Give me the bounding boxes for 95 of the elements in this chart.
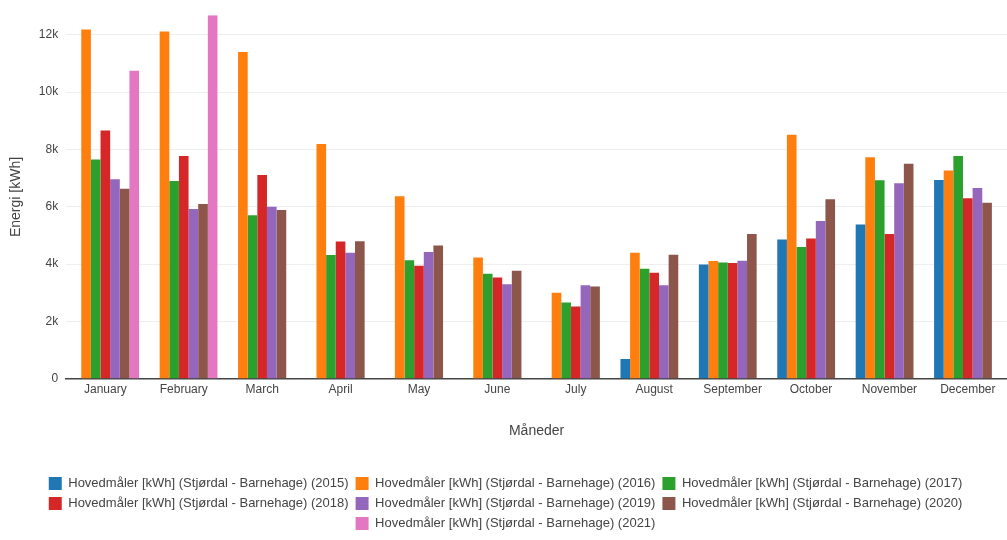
bar [551, 292, 562, 379]
bar [580, 285, 591, 379]
y-tick-label: 4k [45, 256, 60, 271]
bar [394, 196, 405, 379]
x-tick-label: January [84, 382, 127, 397]
bar [865, 157, 875, 379]
bar [903, 163, 914, 379]
bar [335, 241, 346, 379]
bar [345, 252, 356, 379]
x-tick-label: August [635, 382, 674, 397]
bar [874, 180, 885, 379]
bar [747, 233, 757, 379]
bar [247, 215, 258, 379]
bar [502, 284, 512, 379]
x-tick-label: November [861, 382, 918, 397]
bar [423, 252, 434, 379]
bar [414, 265, 424, 379]
bar [943, 170, 954, 379]
y-axis-title: Energi [kWh] [7, 156, 24, 238]
bar [355, 241, 365, 379]
bar [511, 270, 522, 379]
y-tick-label: 6k [45, 199, 60, 214]
bar [737, 260, 748, 379]
bar [630, 252, 640, 379]
bar [257, 174, 267, 379]
x-tick-label: September [703, 382, 762, 397]
bar [110, 179, 120, 379]
x-tick-label: March [245, 382, 279, 397]
bar [159, 31, 170, 379]
bar [825, 199, 836, 379]
bar [934, 180, 944, 379]
legend-label: Hovedmåler [kWh] (Stjørdal - Barnehage) (2018) [68, 495, 349, 511]
bar [433, 245, 444, 379]
legend-label: Hovedmåler [kWh] (Stjørdal - Barnehage) (2019) [375, 495, 656, 511]
bar [570, 306, 581, 379]
legend-label: Hovedmåler [kWh] (Stjørdal - Barnehage) (2021) [375, 515, 656, 531]
bar [207, 15, 218, 379]
y-tick-label: 0 [51, 371, 59, 386]
bar [473, 257, 483, 379]
bar [777, 239, 787, 379]
bar [178, 156, 189, 379]
x-tick-label: April [328, 382, 353, 397]
bar [649, 272, 659, 379]
bar [590, 286, 600, 379]
y-tick-label: 8k [45, 141, 60, 156]
bar [404, 260, 415, 379]
bar [953, 156, 963, 379]
y-tick-label: 12k [38, 27, 60, 42]
legend-label: Hovedmåler [kWh] (Stjørdal - Barnehage) (2017) [681, 475, 963, 491]
x-tick-label: October [789, 382, 833, 397]
bar [668, 254, 679, 379]
bar [238, 51, 248, 379]
bar [129, 70, 140, 379]
x-axis-title: Måneder [508, 422, 565, 439]
bar [659, 285, 669, 379]
bar [639, 268, 650, 379]
legend-label: Hovedmåler [kWh] (Stjørdal - Barnehage) (2015) [68, 475, 349, 491]
bar [81, 29, 91, 379]
bar [894, 183, 904, 379]
bar [169, 180, 179, 379]
bar [198, 203, 208, 379]
bar [718, 262, 728, 379]
bar [962, 198, 973, 379]
bar [276, 209, 287, 379]
bar [796, 246, 807, 379]
bar [982, 202, 992, 379]
x-tick-label: June [484, 382, 511, 397]
legend-label: Hovedmåler [kWh] (Stjørdal - Barnehage) (2020) [681, 495, 963, 511]
bar [620, 359, 631, 379]
bar [90, 159, 101, 379]
bar [482, 273, 493, 379]
y-tick-label: 10k [38, 84, 60, 99]
bar [100, 130, 111, 379]
bar [119, 188, 130, 379]
bar [786, 134, 797, 379]
bar [698, 264, 709, 379]
bar [884, 233, 895, 379]
bar [855, 224, 866, 379]
bar [326, 254, 336, 379]
x-tick-label: May [407, 382, 431, 397]
bar [188, 209, 199, 379]
y-tick-label: 2k [45, 313, 60, 328]
bar [815, 221, 826, 379]
bar [492, 277, 503, 379]
bar [727, 262, 738, 379]
bar [316, 143, 327, 379]
x-tick-label: July [565, 382, 587, 397]
bar [972, 188, 983, 379]
bar [806, 238, 816, 379]
x-tick-label: December [940, 382, 996, 397]
bar [708, 260, 719, 379]
legend-label: Hovedmåler [kWh] (Stjørdal - Barnehage) (2016) [375, 475, 656, 491]
bar [561, 302, 571, 379]
bar [266, 206, 277, 379]
x-tick-label: February [159, 382, 208, 397]
